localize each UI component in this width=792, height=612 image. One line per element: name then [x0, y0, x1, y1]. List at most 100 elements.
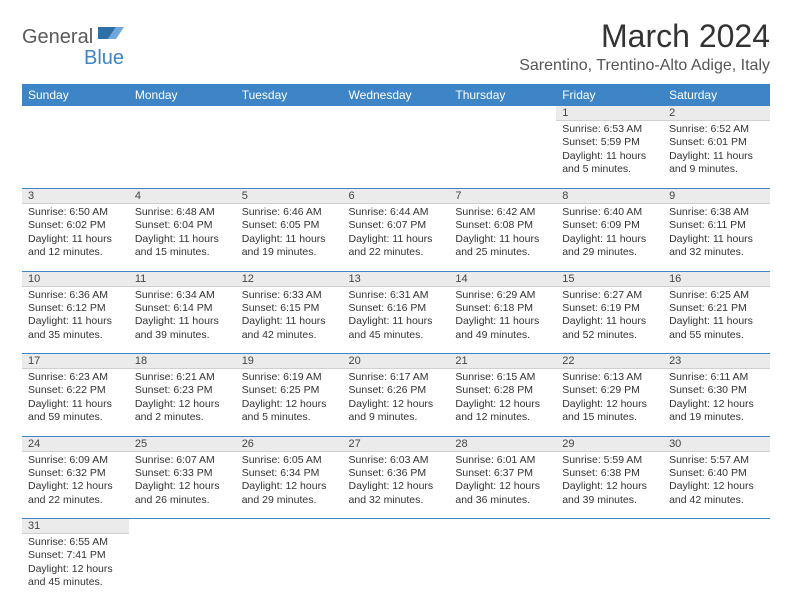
- day-details: Sunrise: 6:25 AMSunset: 6:21 PMDaylight:…: [663, 287, 770, 347]
- calendar-cell: 15Sunrise: 6:27 AMSunset: 6:19 PMDayligh…: [556, 271, 663, 353]
- sunrise-text: Sunrise: 6:50 AM: [28, 206, 123, 219]
- calendar-cell: 28Sunrise: 6:01 AMSunset: 6:37 PMDayligh…: [449, 436, 556, 518]
- daylight-text: Daylight: 12 hours and 2 minutes.: [135, 398, 230, 425]
- daylight-text: Daylight: 11 hours and 52 minutes.: [562, 315, 657, 342]
- day-details: Sunrise: 6:03 AMSunset: 6:36 PMDaylight:…: [343, 452, 450, 512]
- daylight-text: Daylight: 11 hours and 15 minutes.: [135, 233, 230, 260]
- calendar-cell: 19Sunrise: 6:19 AMSunset: 6:25 PMDayligh…: [236, 354, 343, 436]
- sunrise-text: Sunrise: 5:57 AM: [669, 454, 764, 467]
- day-number: 6: [343, 189, 450, 204]
- day-details: Sunrise: 6:23 AMSunset: 6:22 PMDaylight:…: [22, 369, 129, 429]
- day-number: 23: [663, 354, 770, 369]
- calendar-cell: 13Sunrise: 6:31 AMSunset: 6:16 PMDayligh…: [343, 271, 450, 353]
- calendar-cell: [236, 106, 343, 188]
- sunset-text: Sunset: 6:21 PM: [669, 302, 764, 315]
- day-number: 28: [449, 437, 556, 452]
- sunrise-text: Sunrise: 6:36 AM: [28, 289, 123, 302]
- daylight-text: Daylight: 12 hours and 5 minutes.: [242, 398, 337, 425]
- daylight-text: Daylight: 11 hours and 49 minutes.: [455, 315, 550, 342]
- sunrise-text: Sunrise: 6:53 AM: [562, 123, 657, 136]
- calendar-week-row: 10Sunrise: 6:36 AMSunset: 6:12 PMDayligh…: [22, 271, 770, 353]
- daylight-text: Daylight: 11 hours and 12 minutes.: [28, 233, 123, 260]
- logo: General: [22, 26, 126, 49]
- day-number: 29: [556, 437, 663, 452]
- calendar-week-row: 17Sunrise: 6:23 AMSunset: 6:22 PMDayligh…: [22, 354, 770, 436]
- sunset-text: Sunset: 7:41 PM: [28, 549, 123, 562]
- day-number: 18: [129, 354, 236, 369]
- day-details: Sunrise: 6:09 AMSunset: 6:32 PMDaylight:…: [22, 452, 129, 512]
- day-number: 25: [129, 437, 236, 452]
- calendar-cell: 31 Sunrise: 6:55 AMSunset: 7:41 PMDayligh…: [22, 519, 129, 601]
- sunrise-text: Sunrise: 6:55 AM: [28, 536, 123, 549]
- day-details: Sunrise: 6:33 AMSunset: 6:15 PMDaylight:…: [236, 287, 343, 347]
- calendar-cell: [556, 519, 663, 601]
- day-details: Sunrise: 6:44 AMSunset: 6:07 PMDaylight:…: [343, 204, 450, 264]
- sunset-text: Sunset: 6:33 PM: [135, 467, 230, 480]
- daylight-text: Daylight: 11 hours and 9 minutes.: [669, 150, 764, 177]
- calendar-cell: [343, 106, 450, 188]
- daylight-text: Daylight: 11 hours and 35 minutes.: [28, 315, 123, 342]
- sunset-text: Sunset: 6:32 PM: [28, 467, 123, 480]
- sunset-text: Sunset: 6:34 PM: [242, 467, 337, 480]
- day-number: 20: [343, 354, 450, 369]
- logo-text-general: General: [22, 26, 93, 49]
- day-details: Sunrise: 6:21 AMSunset: 6:23 PMDaylight:…: [129, 369, 236, 429]
- calendar-body: 1Sunrise: 6:53 AMSunset: 5:59 PMDaylight…: [22, 106, 770, 601]
- calendar-cell: 14Sunrise: 6:29 AMSunset: 6:18 PMDayligh…: [449, 271, 556, 353]
- calendar-cell: 23Sunrise: 6:11 AMSunset: 6:30 PMDayligh…: [663, 354, 770, 436]
- calendar-cell: 12Sunrise: 6:33 AMSunset: 6:15 PMDayligh…: [236, 271, 343, 353]
- day-number: 27: [343, 437, 450, 452]
- weekday-header: Sunday: [22, 84, 129, 106]
- weekday-header: Thursday: [449, 84, 556, 106]
- daylight-text: Daylight: 11 hours and 32 minutes.: [669, 233, 764, 260]
- sunset-text: Sunset: 6:22 PM: [28, 384, 123, 397]
- daylight-text: Daylight: 11 hours and 39 minutes.: [135, 315, 230, 342]
- day-details: Sunrise: 6:11 AMSunset: 6:30 PMDaylight:…: [663, 369, 770, 429]
- daylight-text: Daylight: 12 hours and 12 minutes.: [455, 398, 550, 425]
- calendar-cell: 6Sunrise: 6:44 AMSunset: 6:07 PMDaylight…: [343, 189, 450, 271]
- daylight-text: Daylight: 11 hours and 5 minutes.: [562, 150, 657, 177]
- sunset-text: Sunset: 6:18 PM: [455, 302, 550, 315]
- day-number: 5: [236, 189, 343, 204]
- sunset-text: Sunset: 6:12 PM: [28, 302, 123, 315]
- day-details: Sunrise: 5:57 AMSunset: 6:40 PMDaylight:…: [663, 452, 770, 512]
- day-number: 17: [22, 354, 129, 369]
- calendar-cell: [129, 106, 236, 188]
- sunset-text: Sunset: 6:30 PM: [669, 384, 764, 397]
- day-details: Sunrise: 6:34 AMSunset: 6:14 PMDaylight:…: [129, 287, 236, 347]
- calendar-cell: 26Sunrise: 6:05 AMSunset: 6:34 PMDayligh…: [236, 436, 343, 518]
- location-subtitle: Sarentino, Trentino-Alto Adige, Italy: [519, 57, 770, 75]
- sunset-text: Sunset: 6:09 PM: [562, 219, 657, 232]
- calendar-cell: 21Sunrise: 6:15 AMSunset: 6:28 PMDayligh…: [449, 354, 556, 436]
- sunset-text: Sunset: 6:36 PM: [349, 467, 444, 480]
- day-details: Sunrise: 6:05 AMSunset: 6:34 PMDaylight:…: [236, 452, 343, 512]
- daylight-text: Daylight: 12 hours and 39 minutes.: [562, 480, 657, 507]
- calendar-cell: 3Sunrise: 6:50 AMSunset: 6:02 PMDaylight…: [22, 189, 129, 271]
- daylight-text: Daylight: 12 hours and 15 minutes.: [562, 398, 657, 425]
- day-details: Sunrise: 6:52 AMSunset: 6:01 PMDaylight:…: [663, 121, 770, 181]
- sunrise-text: Sunrise: 6:17 AM: [349, 371, 444, 384]
- sunset-text: Sunset: 6:01 PM: [669, 136, 764, 149]
- daylight-text: Daylight: 12 hours and 36 minutes.: [455, 480, 550, 507]
- sunset-text: Sunset: 6:14 PM: [135, 302, 230, 315]
- sunset-text: Sunset: 6:40 PM: [669, 467, 764, 480]
- day-number: 8: [556, 189, 663, 204]
- day-number: 11: [129, 272, 236, 287]
- sunset-text: Sunset: 6:11 PM: [669, 219, 764, 232]
- sunrise-text: Sunrise: 6:23 AM: [28, 371, 123, 384]
- daylight-text: Daylight: 12 hours and 45 minutes.: [28, 563, 123, 590]
- sunrise-text: Sunrise: 6:42 AM: [455, 206, 550, 219]
- daylight-text: Daylight: 11 hours and 42 minutes.: [242, 315, 337, 342]
- day-number: 31: [22, 519, 129, 534]
- calendar-cell: 24Sunrise: 6:09 AMSunset: 6:32 PMDayligh…: [22, 436, 129, 518]
- day-number: 1: [556, 106, 663, 121]
- daylight-text: Daylight: 11 hours and 22 minutes.: [349, 233, 444, 260]
- day-number: 7: [449, 189, 556, 204]
- logo-flag-icon: [98, 25, 124, 46]
- day-details: Sunrise: 6:29 AMSunset: 6:18 PMDaylight:…: [449, 287, 556, 347]
- daylight-text: Daylight: 12 hours and 32 minutes.: [349, 480, 444, 507]
- calendar-cell: 11Sunrise: 6:34 AMSunset: 6:14 PMDayligh…: [129, 271, 236, 353]
- weekday-header: Wednesday: [343, 84, 450, 106]
- day-number: 14: [449, 272, 556, 287]
- calendar-cell: 1Sunrise: 6:53 AMSunset: 5:59 PMDaylight…: [556, 106, 663, 188]
